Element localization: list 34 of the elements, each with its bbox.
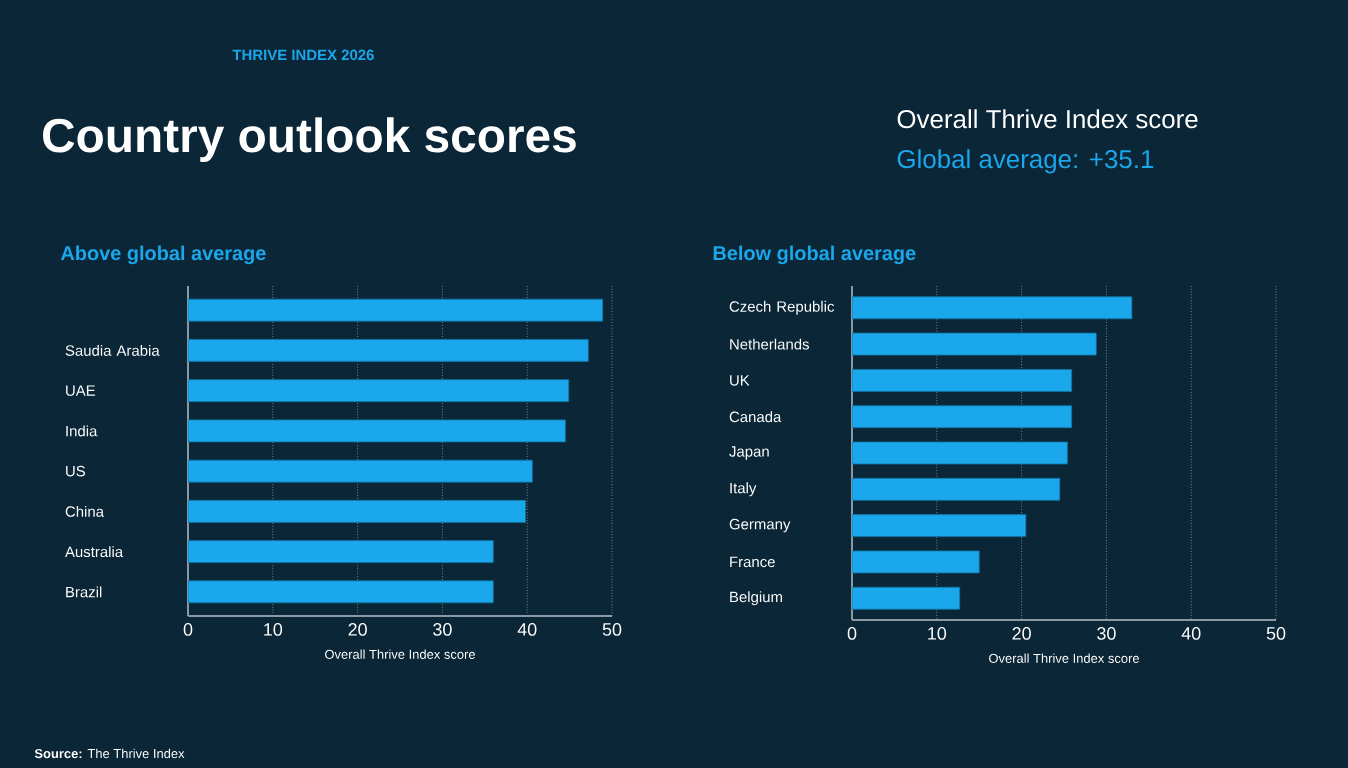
bar xyxy=(852,332,1097,356)
text: Overall Thrive Index score xyxy=(897,109,1198,129)
x-tick-label: 0 xyxy=(183,623,193,636)
x-tick-label: 30 xyxy=(433,623,452,636)
x-tick-label: 20 xyxy=(1012,627,1031,640)
bar xyxy=(852,369,1073,392)
bar xyxy=(188,339,589,362)
bar xyxy=(188,379,570,403)
x-tick-label: 40 xyxy=(1181,627,1201,640)
chart-subtitle: Above global average xyxy=(60,245,266,265)
chart-title: Country outlook scores xyxy=(43,117,576,162)
x-tick-label: 20 xyxy=(348,623,367,636)
bar xyxy=(188,459,533,483)
x-tick-label: 10 xyxy=(928,627,947,640)
bar xyxy=(852,514,1027,538)
bar xyxy=(188,419,566,443)
x-tick-label: 10 xyxy=(264,623,283,636)
bar xyxy=(852,550,980,574)
x-tick-label: 40 xyxy=(517,623,537,636)
chart-subtitle: Below global average xyxy=(713,245,916,265)
x-tick-label: 50 xyxy=(1266,627,1286,640)
text: Global average: +35.1 xyxy=(897,149,1154,174)
bar xyxy=(852,477,1061,501)
bar xyxy=(852,441,1068,465)
bar xyxy=(188,580,494,604)
bar xyxy=(188,540,494,564)
bar xyxy=(852,586,961,610)
x-tick-label: 0 xyxy=(847,627,857,640)
x-tick-label: 50 xyxy=(602,623,622,636)
bar xyxy=(188,298,604,322)
bar xyxy=(852,296,1133,320)
bar xyxy=(188,499,526,523)
x-tick-label: 30 xyxy=(1097,627,1116,640)
bar xyxy=(852,405,1073,429)
